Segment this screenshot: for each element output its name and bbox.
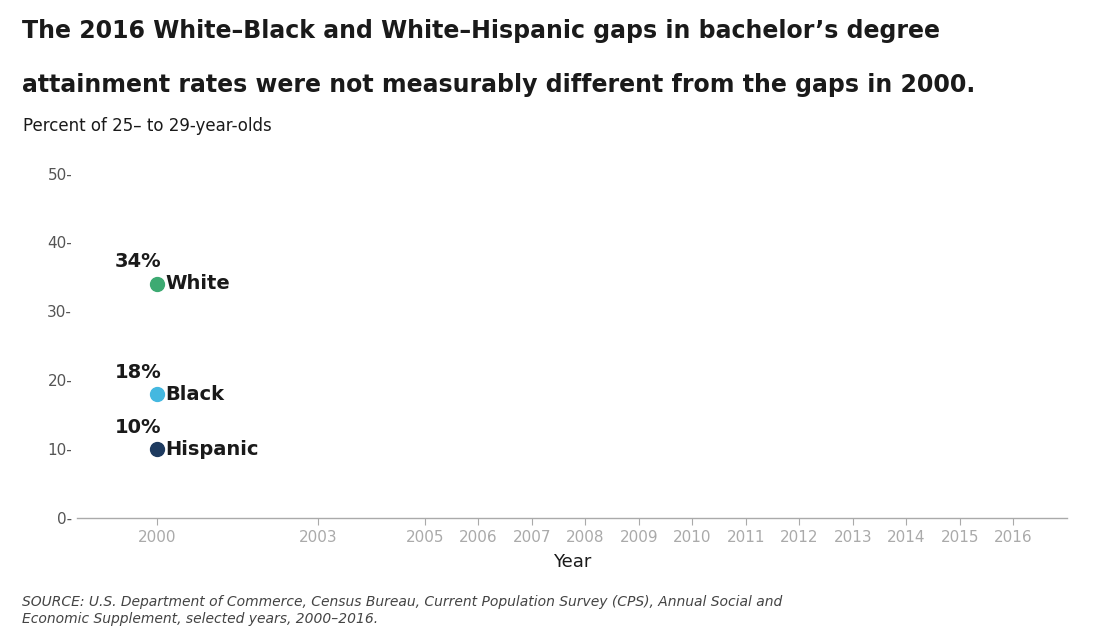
Text: Percent of 25– to 29-year-olds: Percent of 25– to 29-year-olds bbox=[23, 118, 272, 135]
Text: The 2016 White–Black and White–Hispanic gaps in bachelor’s degree: The 2016 White–Black and White–Hispanic … bbox=[22, 19, 940, 43]
Text: Black: Black bbox=[165, 385, 224, 404]
Text: 10%: 10% bbox=[114, 418, 161, 437]
X-axis label: Year: Year bbox=[553, 554, 591, 571]
Point bbox=[148, 279, 166, 289]
Text: Hispanic: Hispanic bbox=[165, 440, 258, 459]
Text: White: White bbox=[165, 274, 230, 293]
Text: 18%: 18% bbox=[114, 363, 162, 382]
Point bbox=[148, 444, 166, 454]
Text: attainment rates were not measurably different from the gaps in 2000.: attainment rates were not measurably dif… bbox=[22, 73, 976, 97]
Text: 34%: 34% bbox=[114, 252, 161, 271]
Point bbox=[148, 389, 166, 399]
Text: SOURCE: U.S. Department of Commerce, Census Bureau, Current Population Survey (C: SOURCE: U.S. Department of Commerce, Cen… bbox=[22, 595, 782, 626]
